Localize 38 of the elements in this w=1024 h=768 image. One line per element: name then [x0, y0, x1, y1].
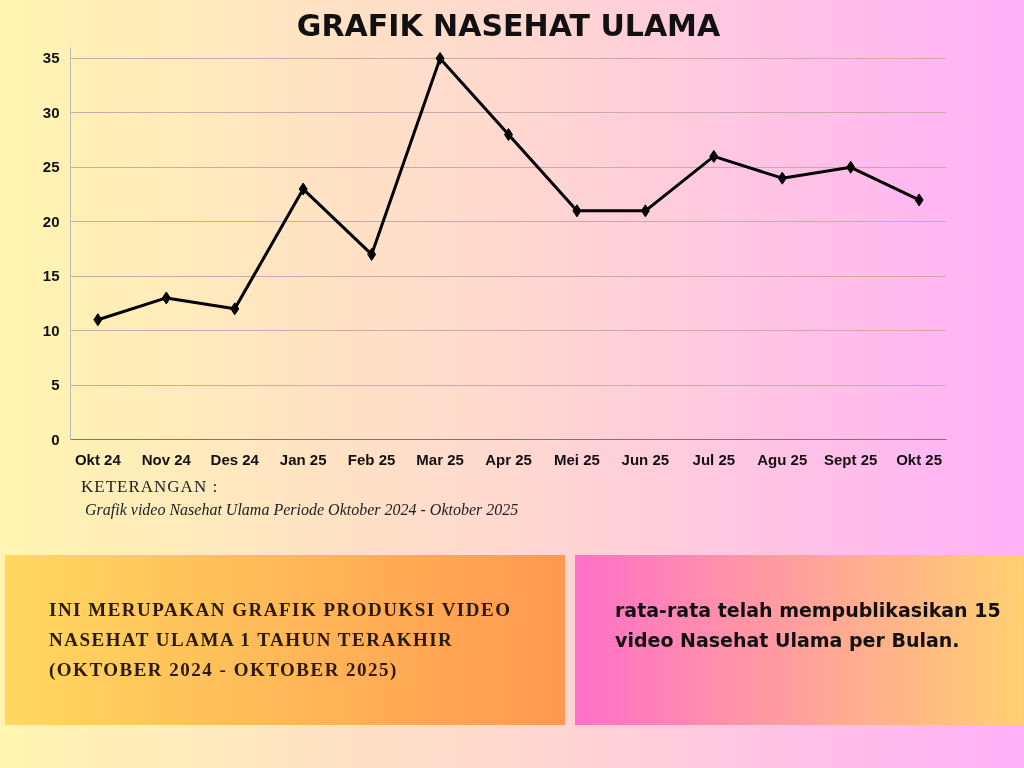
point — [572, 204, 582, 218]
text: INI MERUPAKAN GRAFIK PRODUKSI VIDEO NASEHAT ULAMA 1 TAHUN TERAKHIR (OKTOBER 2024 - OKTOBER 2025) — [49, 598, 513, 682]
text: KETERANGAN : — [81, 476, 220, 498]
y-tick-label: 25 — [42, 158, 60, 176]
x-tick-label: Okt 25 — [896, 450, 943, 468]
chart-title: GRAFIK NASEHAT ULAMA — [296, 7, 721, 43]
point — [709, 149, 719, 163]
x-tick-label: Feb 25 — [347, 450, 396, 468]
x-tick-label: Okt 24 — [74, 450, 122, 468]
y-tick-label: 35 — [42, 49, 60, 67]
x-tick-label: Apr 25 — [485, 450, 532, 468]
y-tick-label: 10 — [42, 321, 60, 339]
x-tick-label: Des 24 — [210, 450, 260, 468]
x-tick-label: Jan 25 — [279, 450, 327, 468]
y-tick-label: 5 — [51, 376, 60, 394]
x-tick-label: Jun 25 — [621, 450, 670, 468]
text: Grafik video Nasehat Ulama Periode Oktober 2024 - Oktober 2025 — [84, 500, 519, 521]
point — [846, 160, 856, 174]
point — [93, 313, 103, 327]
point — [298, 182, 308, 196]
x-tick-label: Nov 24 — [141, 450, 192, 468]
point — [230, 302, 240, 316]
point — [435, 51, 445, 65]
x-tick-label: Sept 25 — [824, 450, 878, 468]
y-tick-label: 30 — [42, 103, 60, 121]
y-tick-label: 0 — [51, 430, 60, 448]
x-tick-label: Jul 25 — [692, 450, 736, 468]
y-tick-label: 15 — [42, 267, 60, 285]
point — [161, 291, 171, 305]
x-tick-label: Mar 25 — [416, 450, 464, 468]
point — [367, 247, 377, 261]
point — [777, 171, 787, 185]
y-tick-label: 20 — [42, 212, 60, 230]
point — [640, 204, 650, 218]
text: rata-rata telah mempublikasikan 15 video Nasehat Ulama per Bulan. — [615, 598, 1002, 653]
point — [914, 193, 924, 207]
x-tick-label: Agu 25 — [757, 450, 808, 468]
x-tick-label: Mei 25 — [554, 450, 600, 468]
